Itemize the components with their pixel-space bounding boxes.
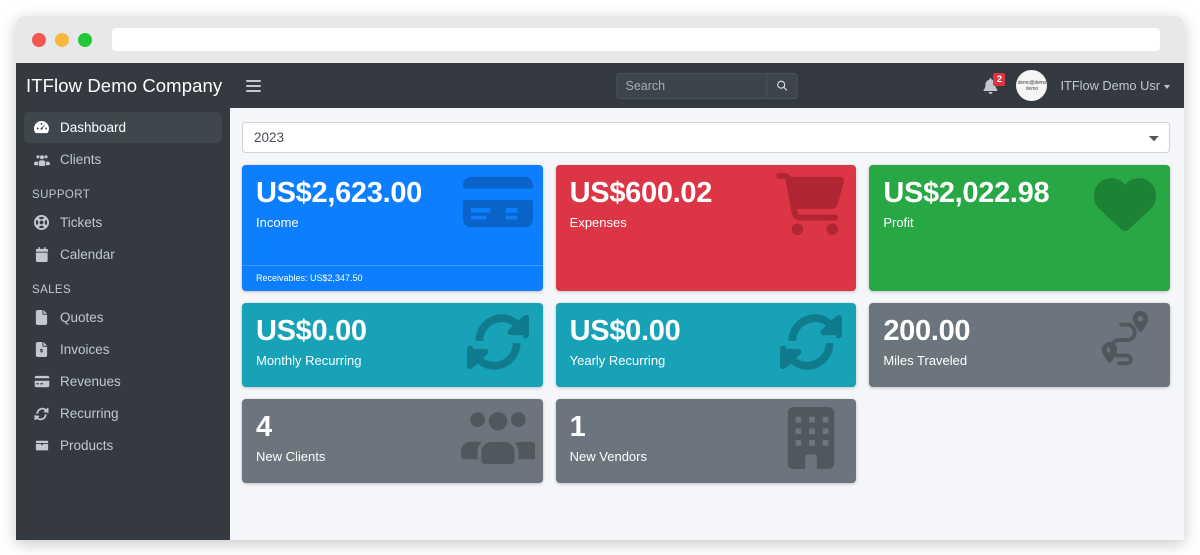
avatar[interactable]: demo@demo demo [1016,70,1048,101]
kpi-card-yearly-recurring[interactable]: US$0.00 Yearly Recurring [555,303,857,387]
browser-chrome [16,16,1184,63]
chevron-down-icon [1164,84,1170,89]
building-icon [774,407,848,469]
minimize-window-button[interactable] [55,32,69,47]
search-button[interactable] [766,72,798,99]
year-filter-select[interactable]: 2023 [242,122,1170,153]
kpi-cards-grid: US$2,623.00 Income Receivables: US$2,347… [242,165,1170,483]
kpi-card-expenses[interactable]: US$600.02 Expenses [555,165,857,291]
kpi-label: New Vendors [569,449,647,464]
search-icon [777,80,788,91]
sync-icon [32,407,51,421]
sidebar-item-calendar[interactable]: Calendar [24,239,222,270]
sidebar-item-label: Calendar [60,247,115,262]
sidebar-item-label: Quotes [60,310,104,325]
url-bar-input[interactable] [112,28,1160,51]
sidebar: ITFlow Demo Company Dashboard Clients SU… [16,63,230,540]
sidebar-item-tickets[interactable]: Tickets [24,207,222,238]
kpi-label: Monthly Recurring [256,353,362,368]
sidebar-item-quotes[interactable]: Quotes [24,302,222,333]
sidebar-item-dashboard[interactable]: Dashboard [24,112,222,143]
kpi-label: New Clients [256,449,326,464]
sidebar-item-clients[interactable]: Clients [24,144,222,175]
sidebar-item-label: Invoices [60,342,110,357]
hamburger-bar [246,79,261,82]
kpi-card-monthly-recurring[interactable]: US$0.00 Monthly Recurring [242,303,543,387]
kpi-value: US$2,623.00 [256,177,422,209]
kpi-card-new-vendors[interactable]: 1 New Vendors [555,399,857,483]
kpi-value: US$2,022.98 [883,177,1050,209]
heart-icon [1088,173,1162,235]
sync-icon [461,311,535,373]
route-icon [1088,311,1162,373]
file-dollar-icon [32,342,51,357]
kpi-label: Profit [883,215,914,230]
shopping-cart-icon [774,173,848,235]
life-ring-icon [32,215,51,230]
users-icon [32,153,51,167]
sidebar-nav: Dashboard Clients SUPPORT Tickets [16,108,230,461]
kpi-card-miles-traveled[interactable]: 200.00 Miles Traveled [869,303,1170,387]
users-icon [460,407,535,469]
content-wrapper: 2 demo@demo demo ITFlow Demo Usr 2023 [230,63,1184,540]
hamburger-bar [246,84,261,87]
avatar-line-1: demo@demo [1017,79,1047,86]
avatar-line-2: demo [1025,85,1039,92]
notifications-button[interactable]: 2 [983,72,1006,97]
kpi-label: Miles Traveled [883,353,968,368]
gauge-icon [32,120,51,135]
kpi-value: 200.00 [883,315,971,347]
top-navbar: 2 demo@demo demo ITFlow Demo Usr [230,63,1184,108]
hamburger-bar [246,89,261,92]
credit-card-icon [32,375,51,388]
user-menu-button[interactable]: ITFlow Demo Usr [1060,78,1170,93]
sidebar-section-header-support: SUPPORT [32,189,91,201]
kpi-label: Yearly Recurring [569,353,666,368]
kpi-value: 1 [569,411,586,443]
sidebar-item-revenues[interactable]: Revenues [24,366,222,397]
browser-window: ITFlow Demo Company Dashboard Clients SU… [16,16,1184,540]
sidebar-item-label: Products [60,438,114,453]
search-group [616,72,798,99]
kpi-label: Income [256,215,299,230]
sidebar-item-label: Tickets [60,215,103,230]
kpi-footer: Receivables: US$2,347.50 [242,265,543,291]
search-input[interactable] [616,72,767,99]
user-menu-label: ITFlow Demo Usr [1060,78,1160,93]
calendar-icon [32,247,51,262]
sidebar-item-label: Clients [60,152,102,167]
notification-badge: 2 [993,72,1006,86]
kpi-card-new-clients[interactable]: 4 New Clients [242,399,543,483]
kpi-card-profit[interactable]: US$2,022.98 Profit [869,165,1170,291]
kpi-value: US$600.02 [569,177,713,209]
hamburger-icon[interactable] [244,75,266,97]
box-icon [32,439,51,453]
sidebar-item-label: Recurring [60,406,119,421]
kpi-label: Expenses [569,215,627,230]
main-content: 2023 US$2,623.00 Income Receivables: US$… [230,108,1184,540]
sync-icon [774,311,848,373]
sidebar-section-header-sales: SALES [32,284,72,296]
sidebar-item-invoices[interactable]: Invoices [24,334,222,365]
kpi-value: 4 [256,411,272,443]
file-invoice-icon [32,310,51,325]
kpi-value: US$0.00 [569,315,681,347]
brand-title: ITFlow Demo Company [26,74,223,96]
kpi-value: US$0.00 [256,315,367,347]
window-traffic-lights [32,32,92,47]
sidebar-item-label: Dashboard [60,120,127,135]
invoice-card-icon [461,173,535,235]
app-viewport: ITFlow Demo Company Dashboard Clients SU… [16,63,1184,540]
sidebar-item-products[interactable]: Products [24,430,222,461]
sidebar-item-recurring[interactable]: Recurring [24,398,222,429]
close-window-button[interactable] [32,32,46,47]
sidebar-item-label: Revenues [60,374,121,389]
topbar-right-group: 2 demo@demo demo ITFlow Demo Usr [983,70,1170,101]
maximize-window-button[interactable] [78,32,92,47]
kpi-card-income[interactable]: US$2,623.00 Income Receivables: US$2,347… [242,165,543,291]
